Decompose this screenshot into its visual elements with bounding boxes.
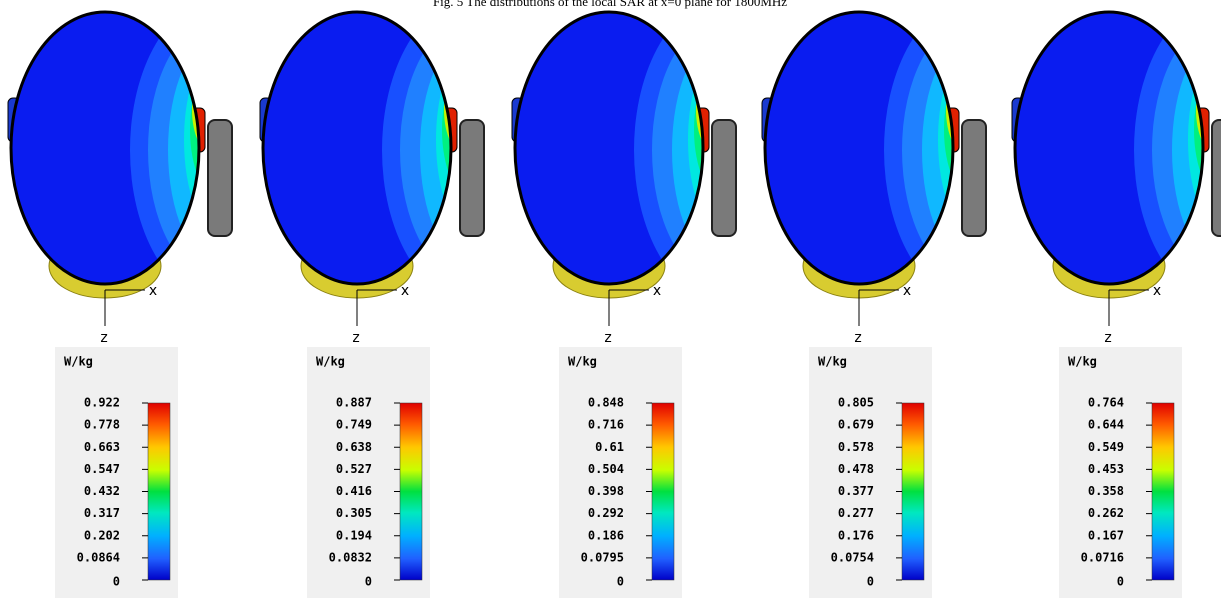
panel: x z W/kg 0.764 0.644 0.549 0.453 0.358 0.262 0.16… <box>1012 0 1221 598</box>
scale-label: 0 <box>867 575 874 589</box>
scale-label: 0.61 <box>595 440 624 454</box>
phone <box>460 120 484 236</box>
scale-label: 0.805 <box>838 396 874 410</box>
axis-x-label: x <box>1153 283 1161 299</box>
axis-z-label: z <box>604 330 611 346</box>
scale-label: 0.549 <box>1088 440 1124 454</box>
axis-z-label: z <box>854 330 861 346</box>
colorbar <box>1152 403 1174 580</box>
panel: x z W/kg 0.848 0.716 0.61 0.504 0.398 0.292 0.186… <box>512 0 810 598</box>
phone <box>208 120 232 236</box>
phone <box>712 120 736 236</box>
panel: x z W/kg 0.887 0.749 0.638 0.527 0.416 0.305 0.19… <box>260 0 558 598</box>
panel: x z W/kg 0.922 0.778 0.663 0.547 0.432 0.317 0.20… <box>8 0 306 598</box>
axis-x-label: x <box>401 283 409 299</box>
scale-label: 0.317 <box>84 506 120 520</box>
scale-label: 0 <box>113 575 120 589</box>
scale-label: 0.194 <box>336 528 372 542</box>
scale-label: 0 <box>365 575 372 589</box>
scale-label: 0.0795 <box>581 550 624 564</box>
scale-label: 0.398 <box>588 484 624 498</box>
scale-label: 0.478 <box>838 462 874 476</box>
phone <box>1212 120 1221 236</box>
scale-label: 0.764 <box>1088 396 1124 410</box>
unit: W/kg <box>818 355 847 369</box>
scale-label: 0.432 <box>84 484 120 498</box>
scale-label: 0.638 <box>336 440 372 454</box>
scale-label: 0.749 <box>336 418 372 432</box>
scale-label: 0.547 <box>84 462 120 476</box>
scale-label: 0.277 <box>838 506 874 520</box>
scale-label: 0.358 <box>1088 484 1124 498</box>
scale-label: 0.527 <box>336 462 372 476</box>
scale-label: 0.716 <box>588 418 624 432</box>
scale-label: 0.578 <box>838 440 874 454</box>
scale-label: 0.202 <box>84 528 120 542</box>
scale-label: 0.0864 <box>77 550 120 564</box>
scale-label: 0.887 <box>336 396 372 410</box>
colorbar <box>652 403 674 580</box>
phone <box>962 120 986 236</box>
axis-x-label: x <box>149 283 157 299</box>
scale-label: 0.186 <box>588 528 624 542</box>
axis-x-label: x <box>903 283 911 299</box>
unit: W/kg <box>1068 355 1097 369</box>
caption: Fig. 5 The distributions of the local SA… <box>433 0 787 9</box>
panel: x z W/kg 0.805 0.679 0.578 0.478 0.377 0.277 0.17… <box>762 0 1060 598</box>
scale-label: 0.167 <box>1088 528 1124 542</box>
scale-label: 0 <box>617 575 624 589</box>
colorbar <box>400 403 422 580</box>
scale-label: 0.305 <box>336 506 372 520</box>
unit: W/kg <box>316 355 345 369</box>
unit: W/kg <box>568 355 597 369</box>
unit: W/kg <box>64 355 93 369</box>
scale-label: 0.453 <box>1088 462 1124 476</box>
scale-label: 0.504 <box>588 462 624 476</box>
scale-label: 0.176 <box>838 528 874 542</box>
figure: Fig. 5 The distributions of the local SA… <box>0 0 1221 598</box>
scale-label: 0.377 <box>838 484 874 498</box>
scale-label: 0.262 <box>1088 506 1124 520</box>
scale-label: 0.0832 <box>329 550 372 564</box>
scale-label: 0 <box>1117 575 1124 589</box>
axis-z-label: z <box>100 330 107 346</box>
scale-label: 0.0754 <box>831 550 874 564</box>
scale-label: 0.663 <box>84 440 120 454</box>
axis-x-label: x <box>653 283 661 299</box>
scale-label: 0.292 <box>588 506 624 520</box>
scale-label: 0.778 <box>84 418 120 432</box>
scale-label: 0.0716 <box>1081 550 1124 564</box>
scale-label: 0.922 <box>84 396 120 410</box>
scale-label: 0.848 <box>588 396 624 410</box>
scale-label: 0.644 <box>1088 418 1124 432</box>
colorbar <box>902 403 924 580</box>
colorbar <box>148 403 170 580</box>
axis-z-label: z <box>1104 330 1111 346</box>
scale-label: 0.679 <box>838 418 874 432</box>
scale-label: 0.416 <box>336 484 372 498</box>
axis-z-label: z <box>352 330 359 346</box>
